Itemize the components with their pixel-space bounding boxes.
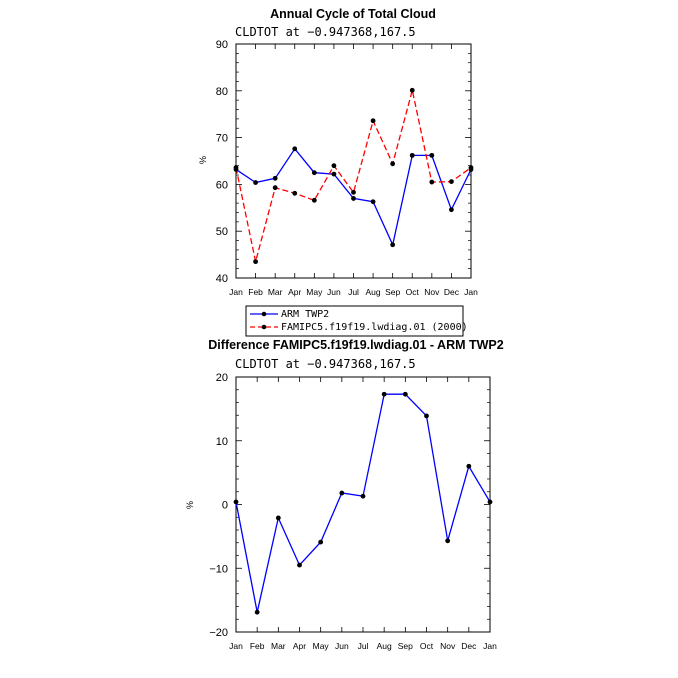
chart1-ytick-label: 80: [216, 86, 228, 98]
chart1-frame: [235, 43, 472, 279]
chart1-series-1-point: [351, 189, 356, 195]
chart1-series-0-point: [429, 152, 435, 158]
chart1-series-1-line: [235, 90, 472, 262]
chart2-series-0-point: [381, 391, 387, 397]
chart1-series-1-point: [331, 163, 337, 169]
chart1-xtick-label: Feb: [248, 287, 263, 297]
chart1-series-0-point: [331, 171, 337, 177]
chart2-xtick-label: Mar: [271, 641, 286, 651]
chart1-xtick-label: Jun: [327, 287, 341, 297]
chart1-series-0-point: [272, 175, 278, 181]
chart2-title: Difference FAMIPC5.f19f19.lwdiag.01 - AR…: [208, 338, 503, 352]
chart2-series-0-point: [487, 499, 493, 505]
chart1-ytick-label: 70: [216, 133, 228, 145]
chart2-xtick-label: May: [313, 641, 330, 651]
chart2-xtick-label: Nov: [440, 641, 456, 651]
chart2-series-0-point: [318, 539, 324, 545]
chart1-xtick-label: Mar: [268, 287, 283, 297]
chart2-xtick-label: Apr: [293, 641, 306, 651]
chart1-series-1-point: [390, 161, 396, 167]
chart1-ylabel: %: [198, 156, 208, 164]
chart2-xtick-label: Jul: [358, 641, 369, 651]
chart1-series-1-point: [292, 190, 298, 196]
chart1-series-1-point: [253, 259, 258, 265]
legend-label-model: FAMIPC5.f19f19.lwdiag.01 (2000): [281, 322, 468, 333]
chart2-series-0-point: [424, 413, 429, 419]
chart1-series-1-point: [233, 165, 239, 170]
chart1-series-1-point: [311, 197, 317, 203]
chart1-xtick-label: Sep: [385, 287, 400, 297]
chart2-subtitle: CLDTOT at −0.947368,167.5: [235, 357, 416, 371]
chart2-xtick-label: Dec: [461, 641, 477, 651]
chart1-xtick-label: Dec: [444, 287, 460, 297]
chart2-series-0-point: [254, 609, 260, 615]
chart1-title: Annual Cycle of Total Cloud: [270, 7, 436, 21]
chart1-xtick-label: Nov: [424, 287, 440, 297]
chart1-xtick-label: Aug: [366, 287, 381, 297]
chart2-series-0-point: [466, 463, 472, 469]
chart1-ytick-label: 90: [216, 39, 228, 51]
chart1-xtick-label: May: [306, 287, 323, 297]
chart1-series-0-point: [390, 242, 396, 248]
chart1-xtick-label: Jul: [348, 287, 359, 297]
legend-box: [245, 305, 464, 337]
chart2-xtick-label: Sep: [398, 641, 413, 651]
chart2-xtick-label: Jan: [229, 641, 243, 651]
chart1-series-1-point: [468, 165, 474, 170]
chart2-series-0-point: [297, 562, 302, 568]
chart1-series-1-point: [429, 179, 435, 185]
chart2-series-0-point: [339, 490, 345, 496]
chart2-xtick-label: Jan: [483, 641, 497, 651]
chart1-series-1-point: [409, 87, 415, 93]
chart2-series-0-point: [445, 538, 451, 544]
chart1-ytick-label: 60: [216, 179, 228, 191]
chart1-series-0-point: [449, 207, 454, 213]
chart2-frame: [235, 376, 491, 633]
chart2-ytick-label: 20: [216, 372, 228, 384]
chart1-series-0-point: [370, 199, 376, 205]
chart2-ytick-label: −20: [209, 627, 228, 639]
chart1-plot: Jan Feb Mar Apr May Jun Jul Aug Sep Oct Nov Dec Jan4…: [216, 39, 478, 297]
chart2-xtick-label: Aug: [377, 641, 392, 651]
chart1-series-1-point: [449, 179, 454, 184]
chart2-xtick-label: Oct: [420, 641, 434, 651]
legend-marker-model: [261, 324, 267, 330]
legend-label-arm: ARM TWP2: [281, 309, 329, 320]
chart1-xtick-label: Apr: [288, 287, 301, 297]
chart1-series-0-point: [351, 196, 356, 201]
chart1-ytick-label: 50: [216, 226, 228, 238]
chart2-xtick-label: Jun: [335, 641, 349, 651]
chart1-series-0-point: [292, 146, 298, 152]
chart1-ytick-label: 40: [216, 273, 228, 285]
chart2-series-0-line: [235, 393, 491, 613]
chart1-xtick-label: Jan: [464, 287, 478, 297]
chart2-series-0-point: [275, 515, 281, 521]
chart1-subtitle: CLDTOT at −0.947368,167.5: [235, 25, 416, 39]
chart2-ylabel: %: [185, 501, 195, 509]
chart1-series-0-point: [253, 180, 258, 185]
chart2-ytick-label: 10: [216, 436, 228, 448]
chart1-xtick-label: Oct: [406, 287, 420, 297]
chart2-series-0-point: [402, 391, 408, 397]
chart1-xtick-label: Jan: [229, 287, 243, 297]
chart1-series-1-point: [272, 185, 278, 191]
chart2-ytick-label: −10: [209, 563, 228, 575]
chart1-series-1-point: [370, 118, 376, 124]
chart1-legend: ARM TWP2 FAMIPC5.f19f19.lwdiag.01 (2000): [245, 305, 468, 337]
chart1-series-0-point: [311, 170, 317, 176]
chart2-ytick-label: 0: [222, 500, 228, 512]
chart2-series-0-point: [360, 493, 366, 499]
chart2-plot: Jan Feb Mar Apr May Jun Jul Aug Sep Oct Nov Dec Jan−…: [209, 372, 497, 651]
legend-marker-arm: [261, 311, 267, 317]
chart1-series-0-point: [409, 152, 415, 158]
chart2-xtick-label: Feb: [250, 641, 265, 651]
chart2-series-0-point: [233, 499, 239, 505]
